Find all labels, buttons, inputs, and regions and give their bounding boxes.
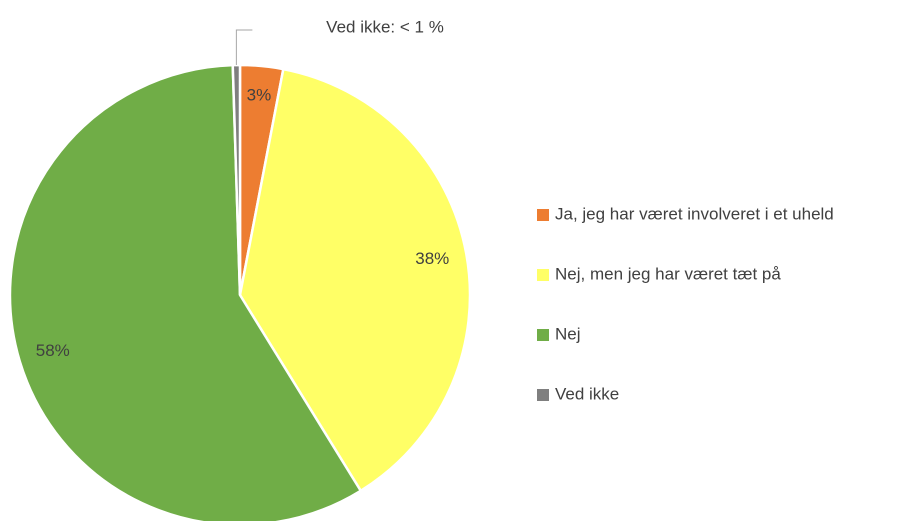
legend-label: Ved ikke [555,384,619,403]
legend-swatch [537,269,549,281]
leader-line [235,29,253,66]
data-label: Ved ikke: < 1 % [326,17,444,36]
legend-swatch [537,389,549,401]
legend-label: Nej, men jeg har været tæt på [555,264,781,283]
data-label: 3% [247,85,272,104]
legend-swatch [537,209,549,221]
legend-label: Ja, jeg har været involveret i et uheld [555,204,834,223]
data-label: 58% [36,341,70,360]
data-label: 38% [415,249,449,268]
legend-swatch [537,329,549,341]
legend-label: Nej [555,324,581,343]
pie-slice [8,63,363,521]
pie-slice [238,67,472,493]
